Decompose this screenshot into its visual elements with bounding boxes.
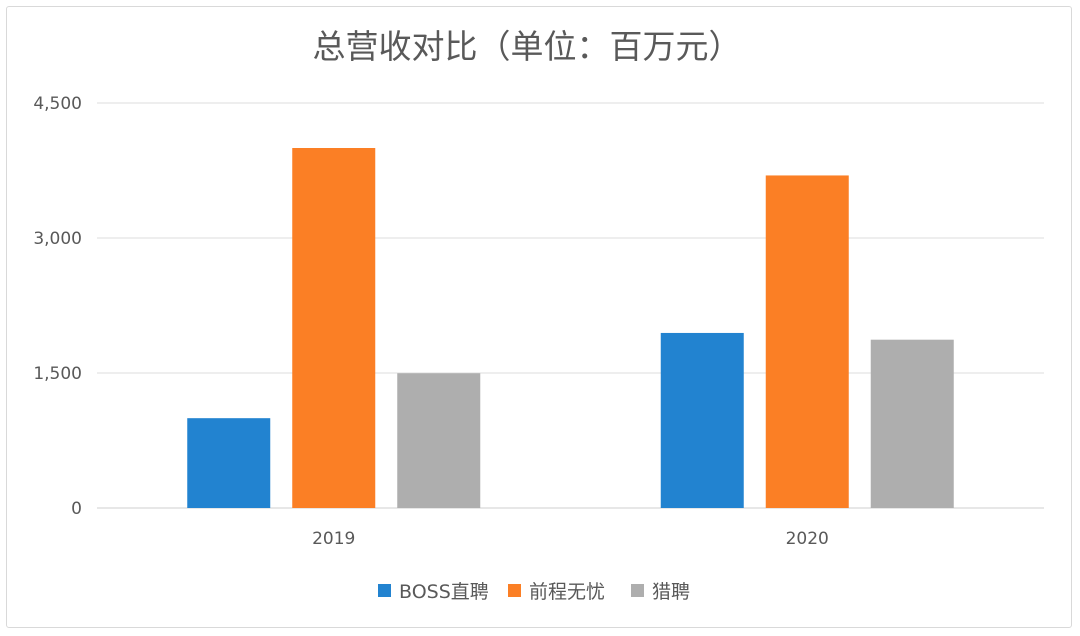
bars xyxy=(187,148,954,508)
legend-item: 猎聘 xyxy=(631,581,690,603)
legend-item: BOSS直聘 xyxy=(378,581,489,603)
legend-swatch xyxy=(631,584,644,597)
legend-label: 前程无忧 xyxy=(529,581,605,603)
legend-label: BOSS直聘 xyxy=(399,581,489,603)
y-tick-label: 0 xyxy=(71,499,82,519)
chart-frame xyxy=(6,6,1072,628)
bar-2020-BOSS直聘 xyxy=(660,332,744,508)
y-tick-label: 4,500 xyxy=(33,94,82,114)
bar-2020-猎聘 xyxy=(870,339,954,508)
legend-swatch xyxy=(508,584,521,597)
y-axis-ticks: 0 1,500 3,000 4,500 xyxy=(33,94,82,519)
legend-label: 猎聘 xyxy=(652,581,690,603)
bar-2019-猎聘 xyxy=(397,373,481,508)
x-tick-label: 2020 xyxy=(786,529,829,549)
x-axis-ticks: 2019 2020 xyxy=(312,529,829,549)
bar-2019-BOSS直聘 xyxy=(187,418,271,508)
y-tick-label: 1,500 xyxy=(33,364,82,384)
y-tick-label: 3,000 xyxy=(33,229,82,249)
bar-2019-前程无忧 xyxy=(292,148,376,508)
x-tick-label: 2019 xyxy=(312,529,355,549)
legend-item: 前程无忧 xyxy=(508,581,605,603)
bar-2020-前程无忧 xyxy=(765,175,849,508)
legend-swatch xyxy=(378,584,391,597)
legend: BOSS直聘 前程无忧 猎聘 xyxy=(378,581,690,603)
chart-title: 总营收对比（单位：百万元） xyxy=(313,27,742,66)
